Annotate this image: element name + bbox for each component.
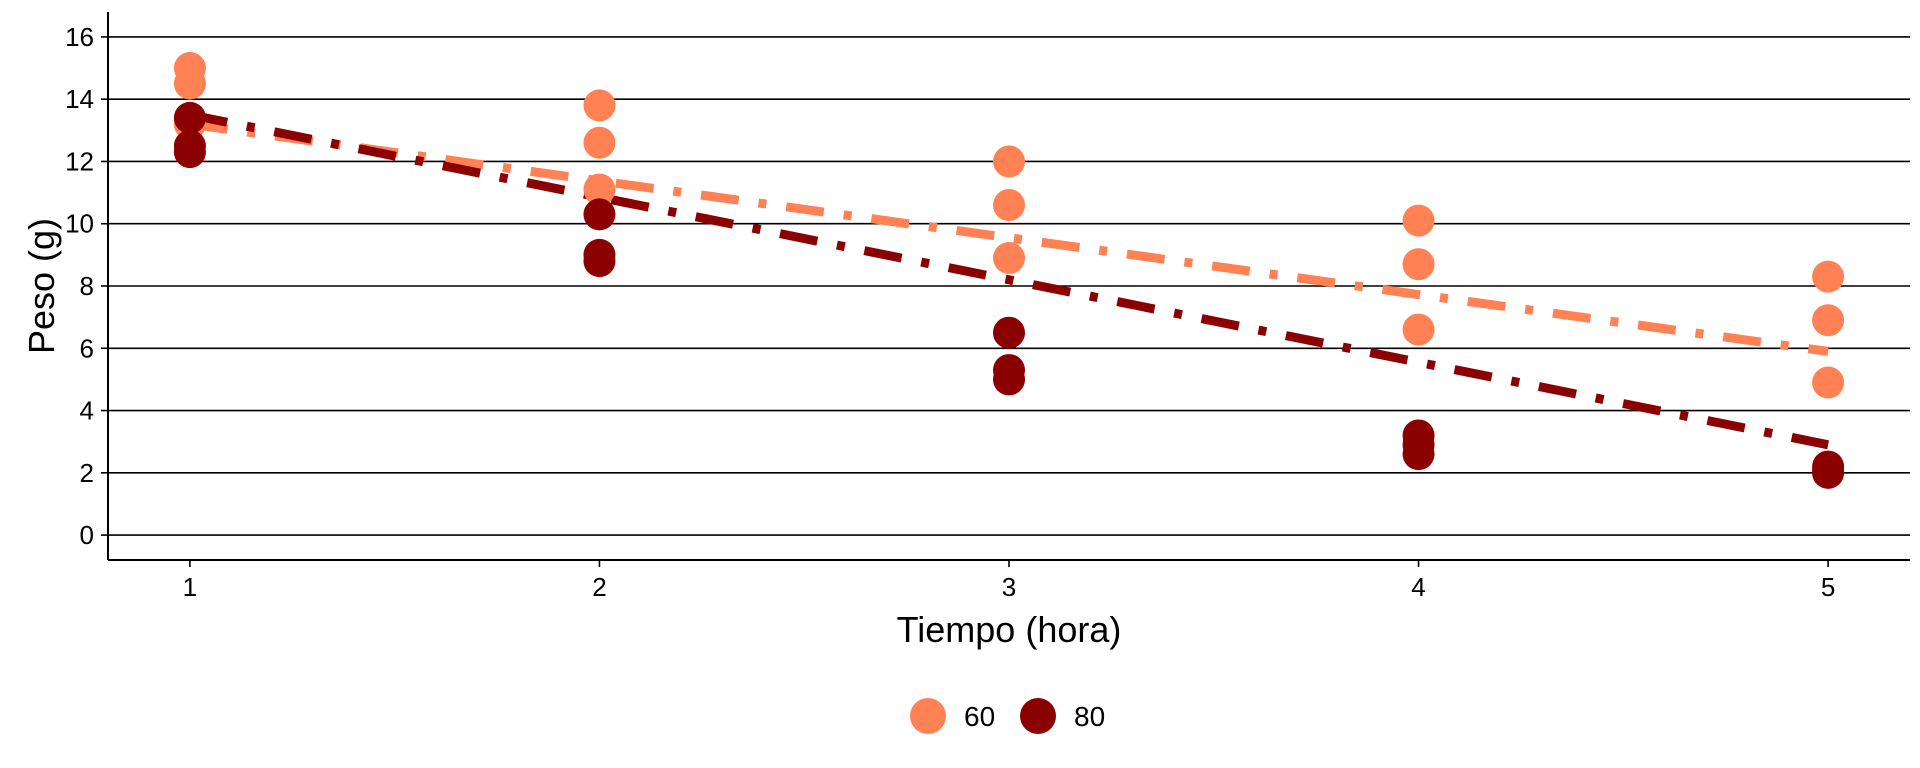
trend-line-80 [189,110,1829,450]
point-series-80 [993,316,1025,349]
point-series-60 [583,173,616,206]
point-series-80 [173,136,206,169]
y-tick-label: 12 [65,146,94,176]
point-series-60 [1812,366,1845,399]
y-tick-label: 2 [80,458,94,488]
point-series-80 [1402,438,1435,471]
y-tick-label: 10 [65,209,94,239]
point-series-80 [993,363,1025,396]
x-tick-label: 3 [1002,572,1016,602]
grid-layer [108,36,1910,536]
y-tick-label: 0 [80,520,94,550]
point-series-60 [583,126,616,159]
y-tick-label: 4 [80,396,94,426]
point-series-60 [1402,204,1435,237]
y-tick-label: 6 [80,333,94,363]
points-layer [173,52,1845,489]
point-series-60 [993,145,1025,178]
legend-key-80 [1020,698,1056,734]
legend: 60 80 [910,698,1105,734]
point-series-60 [993,189,1025,222]
point-series-80 [1812,453,1845,486]
legend-label-80: 80 [1074,701,1105,732]
point-series-60 [173,67,206,100]
legend-key-60 [910,698,946,734]
point-series-60 [993,241,1025,274]
x-tick-label: 4 [1411,572,1425,602]
point-series-80 [583,245,616,278]
point-series-60 [583,89,616,122]
x-tick-label: 5 [1821,572,1835,602]
y-tick-label: 16 [65,22,94,52]
point-series-80 [583,198,616,231]
y-tick-label: 8 [80,271,94,301]
point-series-60 [1812,304,1845,337]
x-axis-title: Tiempo (hora) [897,609,1122,650]
y-tick-label: 14 [65,84,94,114]
point-series-60 [1402,248,1435,281]
x-tick-label: 2 [592,572,606,602]
y-axis-title: Peso (g) [21,218,62,354]
point-series-80 [173,101,206,134]
legend-label-60: 60 [964,701,995,732]
point-series-60 [1402,313,1435,346]
trend-layer [189,110,1829,450]
x-tick-label: 1 [183,572,197,602]
point-series-60 [1812,260,1845,293]
trend-line-60 [189,119,1829,356]
